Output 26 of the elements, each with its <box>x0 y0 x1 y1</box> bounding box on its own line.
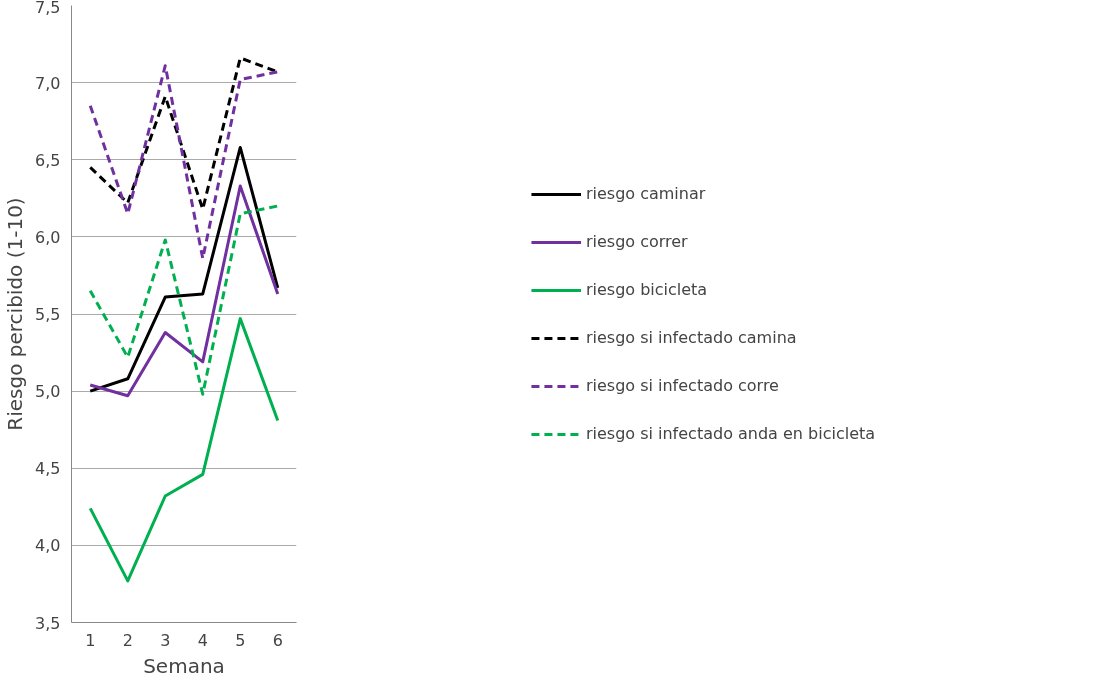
x-tick-label: 4 <box>197 630 208 650</box>
y-axis-title: Riesgo percibido (1-10) <box>3 197 28 431</box>
line-series <box>88 145 280 393</box>
x-tick-label: 5 <box>235 630 246 650</box>
x-tick-label: 3 <box>160 630 171 650</box>
x-tick-label: 2 <box>122 630 133 650</box>
x-tick-label: 6 <box>272 630 283 650</box>
y-tick-label: 4,5 <box>35 459 61 479</box>
line-series <box>88 64 280 260</box>
legend-label: riesgo si infectado anda en bicicleta <box>585 424 876 443</box>
y-tick-label: 7,0 <box>35 73 61 93</box>
legend-label: riesgo caminar <box>585 184 706 203</box>
y-tick-label: 6,0 <box>35 227 61 247</box>
line-series <box>88 317 280 583</box>
y-tick-label: 7,5 <box>35 0 61 17</box>
legend-label: riesgo si infectado camina <box>585 328 797 347</box>
y-tick-label: 5,5 <box>35 305 61 324</box>
legend-label: riesgo correr <box>585 232 688 251</box>
y-tick-label: 3,5 <box>35 613 61 633</box>
y-tick-label: 5,0 <box>35 382 61 402</box>
legend-label: riesgo si infectado corre <box>585 376 779 395</box>
y-tick-label: 4,0 <box>35 536 61 556</box>
x-tick-label: 1 <box>85 630 96 650</box>
y-tick-label: 6,5 <box>35 150 61 170</box>
x-axis-title: Semana <box>143 653 225 678</box>
legend-label: riesgo bicicleta <box>585 280 708 299</box>
